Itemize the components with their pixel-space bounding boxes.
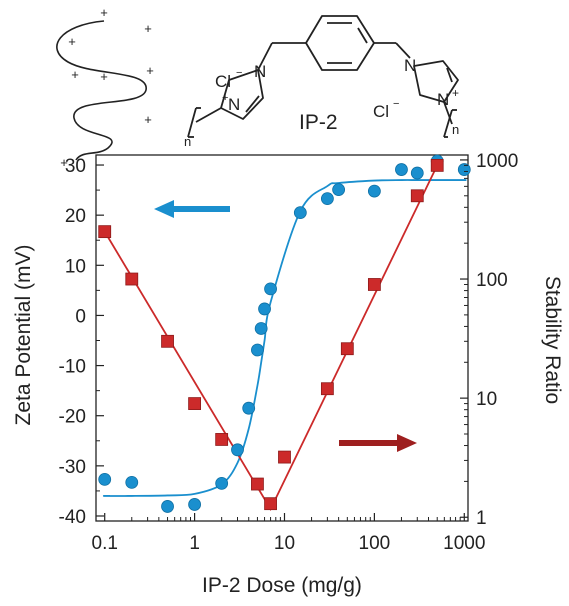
compound-label: IP-2 xyxy=(299,111,338,134)
structure-labels: Cl − N + N n IP-2 Cl − N N + n xyxy=(184,56,459,149)
stability-data-point xyxy=(340,342,354,356)
charge-plus-6: + xyxy=(100,69,108,84)
data-points xyxy=(98,154,471,513)
stability-data-point xyxy=(367,278,381,291)
charge-plus-3: + xyxy=(144,21,152,36)
zeta-data-point xyxy=(231,443,244,457)
counterion-right-charge: − xyxy=(393,98,399,110)
zeta-data-point xyxy=(395,163,408,176)
y-right-tick-label: 100 xyxy=(476,270,508,291)
right-ring-charge: + xyxy=(452,86,459,100)
zeta-data-point xyxy=(242,401,256,415)
charge-plus-7: + xyxy=(144,112,152,127)
zeta-data-point xyxy=(367,184,381,198)
counterion-right: Cl xyxy=(373,102,389,121)
y-left-tick-label: 20 xyxy=(65,206,86,227)
zeta-fit-curve xyxy=(102,179,467,497)
right-axis-label: Stability Ratio xyxy=(541,276,564,404)
stability-data-point xyxy=(125,272,139,286)
zeta-data-point xyxy=(98,472,112,486)
zeta-data-point xyxy=(457,163,471,176)
zeta-data-point xyxy=(258,302,271,316)
y-left-tick-label: 30 xyxy=(65,156,86,177)
stability-data-point xyxy=(251,477,264,491)
counterion-left: Cl xyxy=(215,72,231,91)
x-tick-label: 100 xyxy=(359,533,391,554)
zeta-data-point xyxy=(293,206,307,220)
x-tick-label: 1 xyxy=(189,533,200,554)
stability-data-point xyxy=(188,397,202,410)
charge-plus-4: + xyxy=(71,67,79,82)
ip2-structure-drawing xyxy=(187,15,459,138)
axis-ticks xyxy=(96,159,468,521)
charge-plus-8: + xyxy=(60,155,68,170)
polymer-coil-illustration xyxy=(56,20,147,161)
left-ring-charge: + xyxy=(222,92,228,104)
right-axis-arrow xyxy=(339,434,417,452)
coil-charges: + + + + + + + + xyxy=(60,5,154,170)
zeta-data-point xyxy=(264,282,277,296)
zeta-data-point xyxy=(251,343,264,357)
zeta-data-point xyxy=(125,475,139,489)
stability-data-point xyxy=(278,450,291,464)
charge-plus-2: + xyxy=(68,34,76,49)
stability-data-point xyxy=(215,433,229,446)
x-axis-label: IP-2 Dose (mg/g) xyxy=(202,574,362,597)
x-tick-label: 10 xyxy=(274,533,295,554)
counterion-left-charge: − xyxy=(236,67,242,79)
y-left-tick-label: -10 xyxy=(59,357,86,378)
plot-frame xyxy=(95,154,469,522)
charge-plus-5: + xyxy=(146,63,154,78)
stability-data-point xyxy=(98,225,112,239)
left-axis-arrow xyxy=(154,200,230,218)
chart-annotations xyxy=(154,200,417,452)
charge-plus-1: + xyxy=(100,5,108,20)
zeta-data-point xyxy=(215,476,229,490)
zeta-data-point xyxy=(320,192,334,206)
y-left-tick-label: -40 xyxy=(59,507,86,528)
zeta-data-point xyxy=(254,322,268,335)
zeta-data-point xyxy=(161,500,174,513)
stability-fit-line xyxy=(103,164,439,512)
left-ring-n-plus-label: N xyxy=(228,95,240,114)
y-left-tick-label: -20 xyxy=(59,407,86,428)
stability-data-point xyxy=(264,497,277,511)
right-ring-n-label: N xyxy=(404,56,416,75)
x-tick-label: 1000 xyxy=(443,533,485,554)
stability-data-point xyxy=(430,158,444,172)
y-left-tick-label: -30 xyxy=(59,457,86,478)
y-left-tick-label: 0 xyxy=(75,306,86,327)
y-left-tick-label: 10 xyxy=(65,256,86,277)
repeat-n-left: n xyxy=(184,134,191,149)
y-right-tick-label: 1000 xyxy=(476,151,518,172)
left-axis-label: Zeta Potential (mV) xyxy=(12,245,35,426)
zeta-data-point xyxy=(410,166,424,180)
stability-data-point xyxy=(161,334,174,348)
stability-data-point xyxy=(410,189,424,203)
stability-data-point xyxy=(320,382,334,396)
zeta-data-point xyxy=(332,183,346,196)
repeat-n-right: n xyxy=(452,122,459,137)
left-ring-n-label: N xyxy=(254,62,266,81)
zeta-data-point xyxy=(188,498,202,511)
right-ring-n-plus-label: N xyxy=(437,90,449,109)
y-right-tick-label: 10 xyxy=(476,389,497,410)
x-tick-label: 0.1 xyxy=(92,533,118,554)
y-right-tick-label: 1 xyxy=(476,508,487,529)
